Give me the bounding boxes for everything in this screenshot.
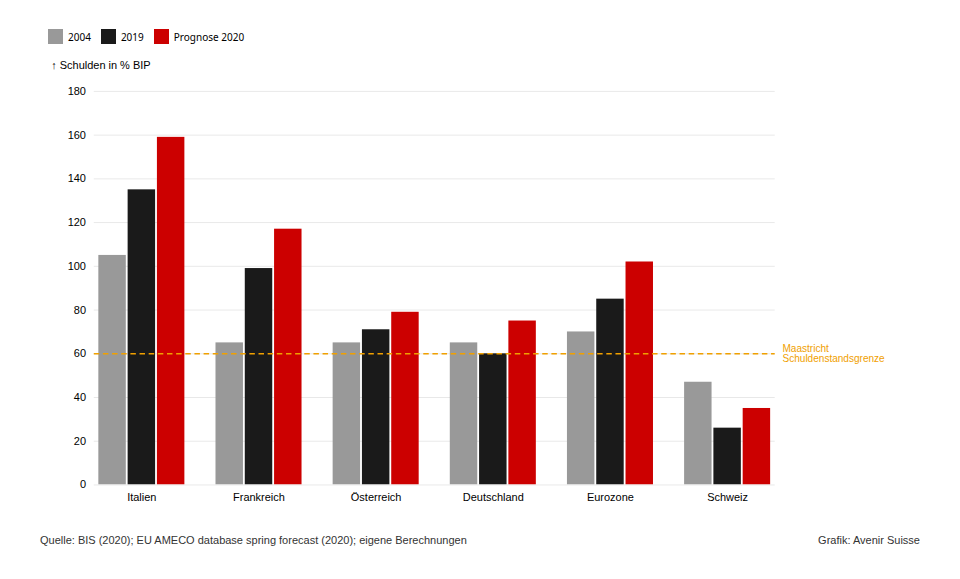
svg-text:Eurozone: Eurozone [587, 491, 634, 503]
svg-text:Frankreich: Frankreich [233, 491, 285, 503]
svg-text:20: 20 [74, 435, 86, 447]
svg-text:60: 60 [74, 347, 86, 359]
svg-text:↑ Schulden in % BIP: ↑ Schulden in % BIP [51, 59, 150, 71]
html-text:Prognose 2020: Prognose 2020 [173, 29, 245, 44]
svg-text:180: 180 [68, 85, 86, 97]
svg-text:140: 140 [68, 172, 86, 184]
svg-text:160: 160 [68, 129, 86, 141]
svg-text:Schweiz: Schweiz [707, 491, 748, 503]
svg-text:100: 100 [68, 260, 86, 272]
html-text:2019: 2019 [120, 29, 144, 44]
svg-text:MaastrichtSchuldenstandsgrenze: MaastrichtSchuldenstandsgrenze [782, 343, 885, 364]
html-text:Quelle: BIS (2020); EU AMECO d: Quelle: BIS (2020); EU AMECO database sp… [40, 533, 467, 546]
svg-text:80: 80 [74, 304, 86, 316]
html-text:Grafik: Avenir Suisse: Grafik: Avenir Suisse [818, 533, 920, 546]
svg-text:40: 40 [74, 391, 86, 403]
svg-text:120: 120 [68, 216, 86, 228]
svg-text:0: 0 [80, 478, 86, 490]
svg-text:Deutschland: Deutschland [463, 491, 524, 503]
svg-text:Italien: Italien [127, 491, 156, 503]
html-text:2004: 2004 [68, 29, 91, 44]
svg-text:Österreich: Österreich [351, 491, 402, 503]
